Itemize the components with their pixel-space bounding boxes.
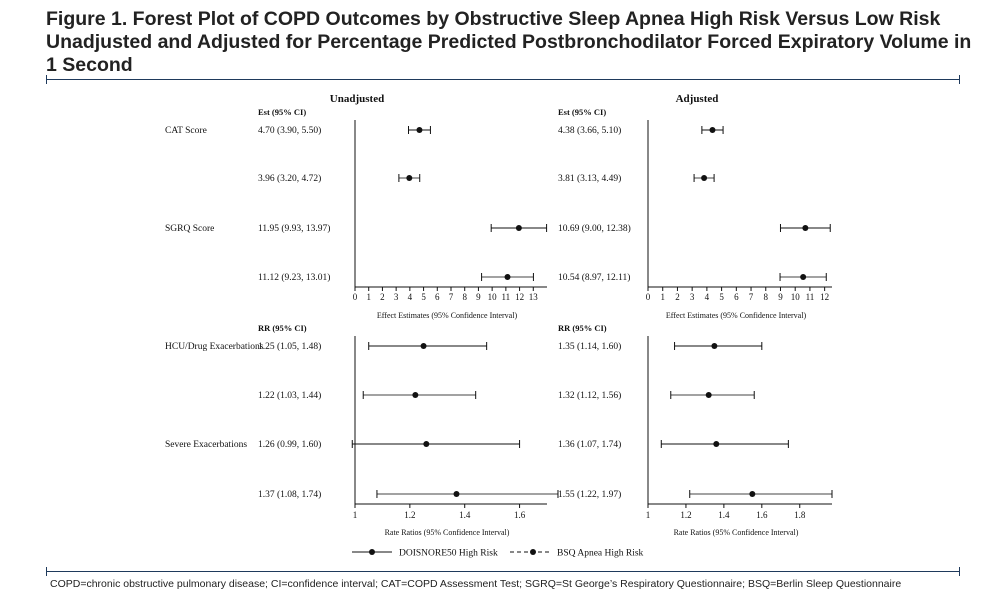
x-axis-title-adjusted: Effect Estimates (95% Confidence Interva… — [666, 311, 807, 320]
x-tick-label: 1 — [366, 292, 371, 302]
point-estimate — [423, 441, 430, 447]
x-tick-label: 8 — [764, 292, 769, 302]
estimate-label: 1.55 (1.22, 1.97) — [558, 489, 621, 500]
x-tick-label: 1.2 — [680, 510, 691, 520]
estimate-label: 3.81 (3.13, 4.49) — [558, 173, 621, 184]
column-title-unadjusted: Unadjusted — [330, 93, 384, 105]
x-tick-label: 10 — [488, 292, 498, 302]
estimate-label: 1.35 (1.14, 1.60) — [558, 341, 621, 352]
point-estimate — [800, 274, 807, 280]
estimate-label: 11.95 (9.93, 13.97) — [258, 223, 330, 234]
outcome-name: CAT Score — [165, 126, 207, 136]
x-tick-label: 7 — [749, 292, 754, 302]
figure-footnote: COPD=chronic obstructive pulmonary disea… — [50, 578, 902, 590]
estimate-label: 1.36 (1.07, 1.74) — [558, 439, 621, 450]
point-estimate — [412, 392, 419, 398]
point-estimate — [802, 225, 809, 231]
x-tick-label: 13 — [529, 292, 539, 302]
point-estimate — [713, 441, 720, 447]
x-tick-label: 5 — [421, 292, 426, 302]
legend-label: DOISNORE50 High Risk — [399, 549, 498, 559]
outcome-name: SGRQ Score — [165, 224, 214, 234]
x-tick-label: 6 — [435, 292, 440, 302]
x-tick-label: 1.6 — [514, 510, 526, 520]
chart-legend: DOISNORE50 High Risk BSQ Apnea High Risk — [352, 549, 644, 559]
x-tick-label: 6 — [734, 292, 739, 302]
x-tick-label: 1 — [646, 510, 651, 520]
outcome-name: HCU/Drug Exacerbations — [165, 342, 264, 352]
estimate-label: 1.32 (1.12, 1.56) — [558, 390, 621, 401]
x-tick-label: 0 — [646, 292, 651, 302]
estimate-label: 1.26 (0.99, 1.60) — [258, 439, 321, 450]
x-tick-label: 11 — [806, 292, 815, 302]
x-tick-label: 12 — [820, 292, 829, 302]
x-tick-label: 9 — [778, 292, 783, 302]
footer-rule — [46, 567, 960, 576]
x-tick-label: 7 — [449, 292, 454, 302]
x-tick-label: 8 — [462, 292, 467, 302]
estimate-label: 1.25 (1.05, 1.48) — [258, 341, 321, 352]
point-estimate — [416, 127, 423, 133]
estimate-label: 4.38 (3.66, 5.10) — [558, 125, 621, 136]
outcome-name: Severe Exacerbations — [165, 440, 247, 450]
x-tick-label: 1 — [660, 292, 665, 302]
x-tick-label: 2 — [675, 292, 680, 302]
point-estimate — [749, 491, 756, 497]
x-tick-label: 10 — [791, 292, 801, 302]
x-tick-label: 1.4 — [718, 510, 730, 520]
x-tick-label: 5 — [719, 292, 724, 302]
estimate-label: 3.96 (3.20, 4.72) — [258, 173, 321, 184]
estimate-label: 10.54 (8.97, 12.11) — [558, 272, 630, 283]
x-tick-label: 1.6 — [756, 510, 768, 520]
point-estimate — [709, 127, 716, 133]
x-tick-label: 4 — [408, 292, 413, 302]
x-tick-label: 12 — [515, 292, 524, 302]
x-tick-label: 9 — [476, 292, 481, 302]
forest-panel-2: RR (95% CI) 1 1.2 1.4 1.6 Rate Ratios (95% Co… — [165, 323, 833, 537]
x-tick-label: 1 — [353, 510, 358, 520]
figure-title: Figure 1. Forest Plot of COPD Outcomes b… — [46, 8, 972, 76]
x-tick-label: 3 — [394, 292, 399, 302]
estimate-label: 11.12 (9.23, 13.01) — [258, 272, 330, 283]
x-tick-label: 2 — [380, 292, 385, 302]
x-tick-label: 11 — [502, 292, 511, 302]
estimate-header-unadjusted: RR (95% CI) — [258, 323, 307, 333]
legend-marker-dashed — [530, 549, 536, 555]
x-axis-title-unadjusted: Rate Ratios (95% Confidence Interval) — [385, 528, 510, 537]
x-tick-label: 1.4 — [459, 510, 471, 520]
column-title-adjusted: Adjusted — [676, 93, 719, 105]
x-tick-label: 0 — [353, 292, 358, 302]
legend-marker-solid — [369, 549, 375, 555]
point-estimate — [515, 225, 522, 231]
point-estimate — [420, 343, 427, 349]
legend-label: BSQ Apnea High Risk — [557, 549, 644, 559]
point-estimate — [711, 343, 718, 349]
point-estimate — [406, 175, 413, 181]
x-axis-title-unadjusted: Effect Estimates (95% Confidence Interva… — [377, 311, 518, 320]
point-estimate — [705, 392, 712, 398]
estimate-header-adjusted: RR (95% CI) — [558, 323, 607, 333]
x-tick-label: 1.8 — [794, 510, 806, 520]
x-tick-label: 3 — [690, 292, 695, 302]
estimate-header-unadjusted: Est (95% CI) — [258, 107, 306, 117]
estimate-header-adjusted: Est (95% CI) — [558, 107, 606, 117]
x-axis-title-adjusted: Rate Ratios (95% Confidence Interval) — [674, 528, 799, 537]
estimate-label: 1.22 (1.03, 1.44) — [258, 390, 321, 401]
x-tick-label: 4 — [705, 292, 710, 302]
point-estimate — [701, 175, 708, 181]
point-estimate — [453, 491, 460, 497]
x-tick-label: 1.2 — [404, 510, 415, 520]
estimate-label: 10.69 (9.00, 12.38) — [558, 223, 631, 234]
estimate-label: 4.70 (3.90, 5.50) — [258, 125, 321, 136]
point-estimate — [504, 274, 511, 280]
estimate-label: 1.37 (1.08, 1.74) — [258, 489, 321, 500]
title-rule — [46, 75, 960, 84]
